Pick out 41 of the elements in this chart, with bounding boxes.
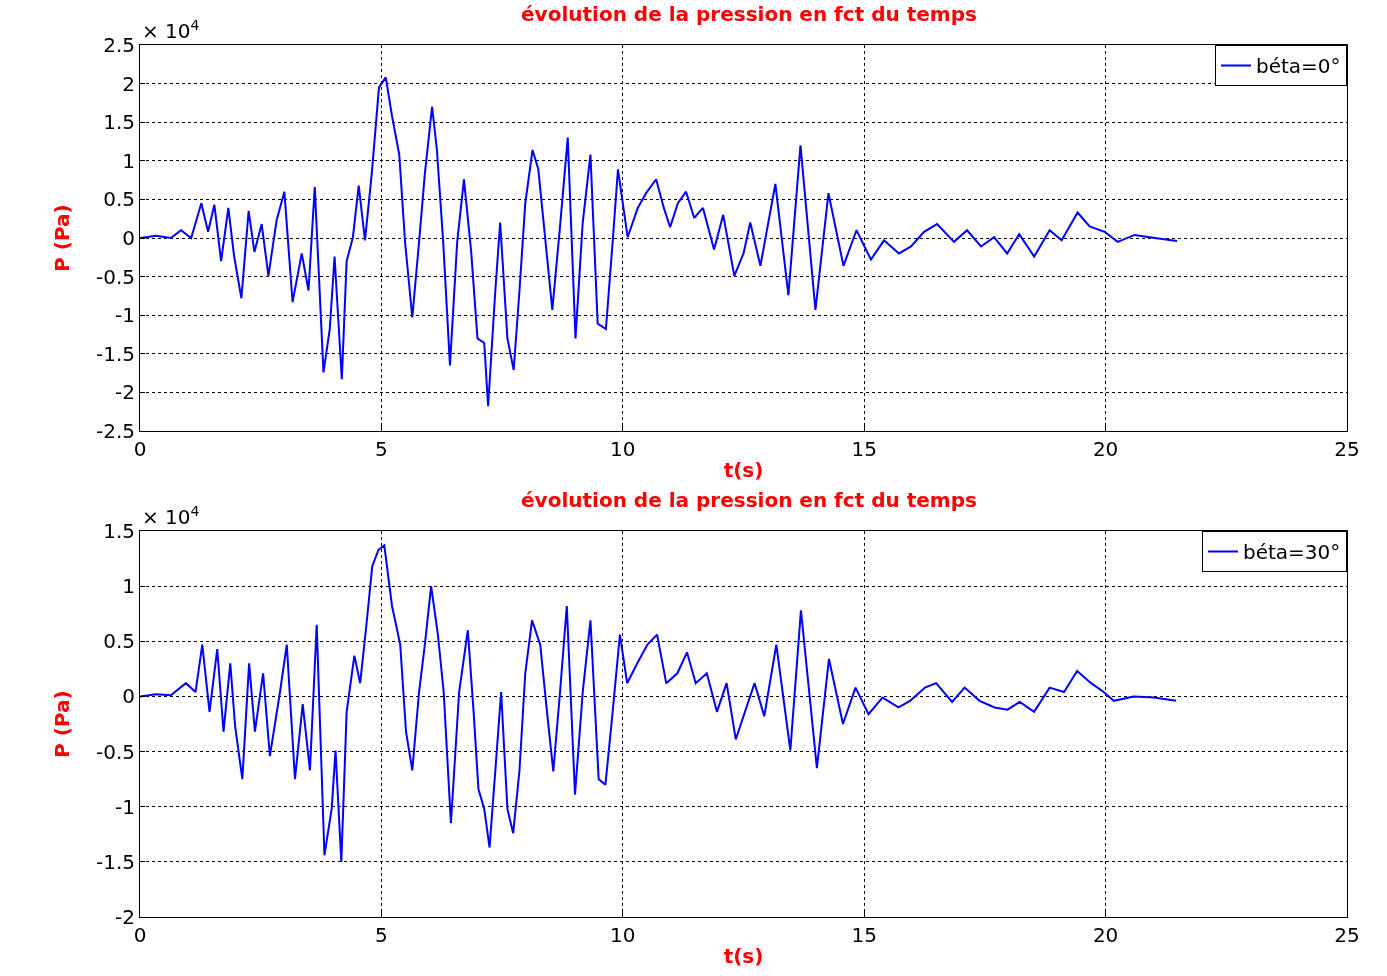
y-tick-label: 1.5 [103,519,135,543]
y-tick-label: -2 [115,380,135,405]
x-tick-label: 5 [375,437,388,461]
x-tick-label: 25 [1334,437,1360,461]
y-tick-label: 1.5 [103,110,135,135]
x-tick-label: 25 [1334,923,1360,947]
y-tick-label: -0.5 [95,739,135,764]
y-tick-label: 2.5 [103,33,135,57]
y-tick-label: -1 [115,794,135,819]
y-tick-label: 0.5 [103,187,135,212]
y-tick-label: 1 [122,574,135,599]
x-axis-title: t(s) [723,457,764,482]
y-tick-label: -0.5 [95,264,135,289]
legend-label: béta=30° [1243,540,1341,565]
y-tick-label: -1.5 [95,849,135,874]
x-axis-title: t(s) [723,943,764,968]
y-tick-label: 0 [122,684,135,709]
x-tick-label: 5 [375,923,388,947]
y-tick-label: 1 [122,148,135,173]
x-tick-label: 10 [610,923,636,947]
x-tick-label: 15 [851,437,877,461]
legend-label: béta=0° [1256,54,1341,79]
chart-title: évolution de la pression en fct du temps [521,488,977,513]
text: × 10$^{4}$ [142,17,200,44]
x-tick-label: 20 [1092,437,1119,461]
y-tick-label: -1.5 [95,341,135,366]
y-tick-label: 0 [122,226,135,250]
y-axis-title: P (Pa) [50,690,75,758]
chart-title: évolution de la pression en fct du temps [521,2,977,27]
x-tick-label: 10 [610,437,636,461]
y-tick-label: -2 [115,905,135,929]
y-tick-label: -1 [115,303,135,328]
y-axis-title: P (Pa) [50,204,75,272]
x-tick-label: 15 [851,923,877,947]
text: × 10$^{4}$ [142,503,200,530]
y-tick-label: 2 [122,71,135,96]
line-series [140,76,1179,408]
line-series [140,544,1178,863]
x-tick-label: 20 [1092,923,1119,947]
y-tick-label: 0.5 [103,629,135,654]
y-tick-label: -2.5 [95,419,135,443]
